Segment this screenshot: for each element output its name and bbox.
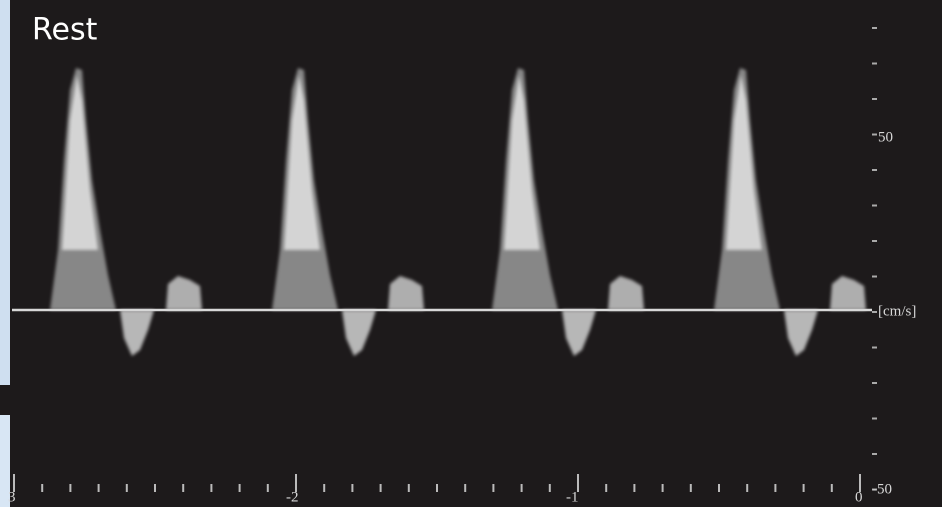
x-label: -2 xyxy=(286,489,299,505)
x-label: 3 xyxy=(8,489,16,505)
left-edge-lower xyxy=(0,415,10,507)
x-label: 0 xyxy=(855,489,863,505)
panel-title: Rest xyxy=(32,13,98,48)
x-label: -1 xyxy=(566,489,579,505)
left-edge-gap xyxy=(0,385,10,415)
y-ticks xyxy=(872,27,877,491)
y-unit-label: [cm/s] xyxy=(878,303,916,319)
y-label-bottom: -50 xyxy=(872,481,892,497)
x-ticks xyxy=(13,474,861,492)
left-edge xyxy=(0,0,10,507)
y-label-top: 50 xyxy=(878,129,893,145)
